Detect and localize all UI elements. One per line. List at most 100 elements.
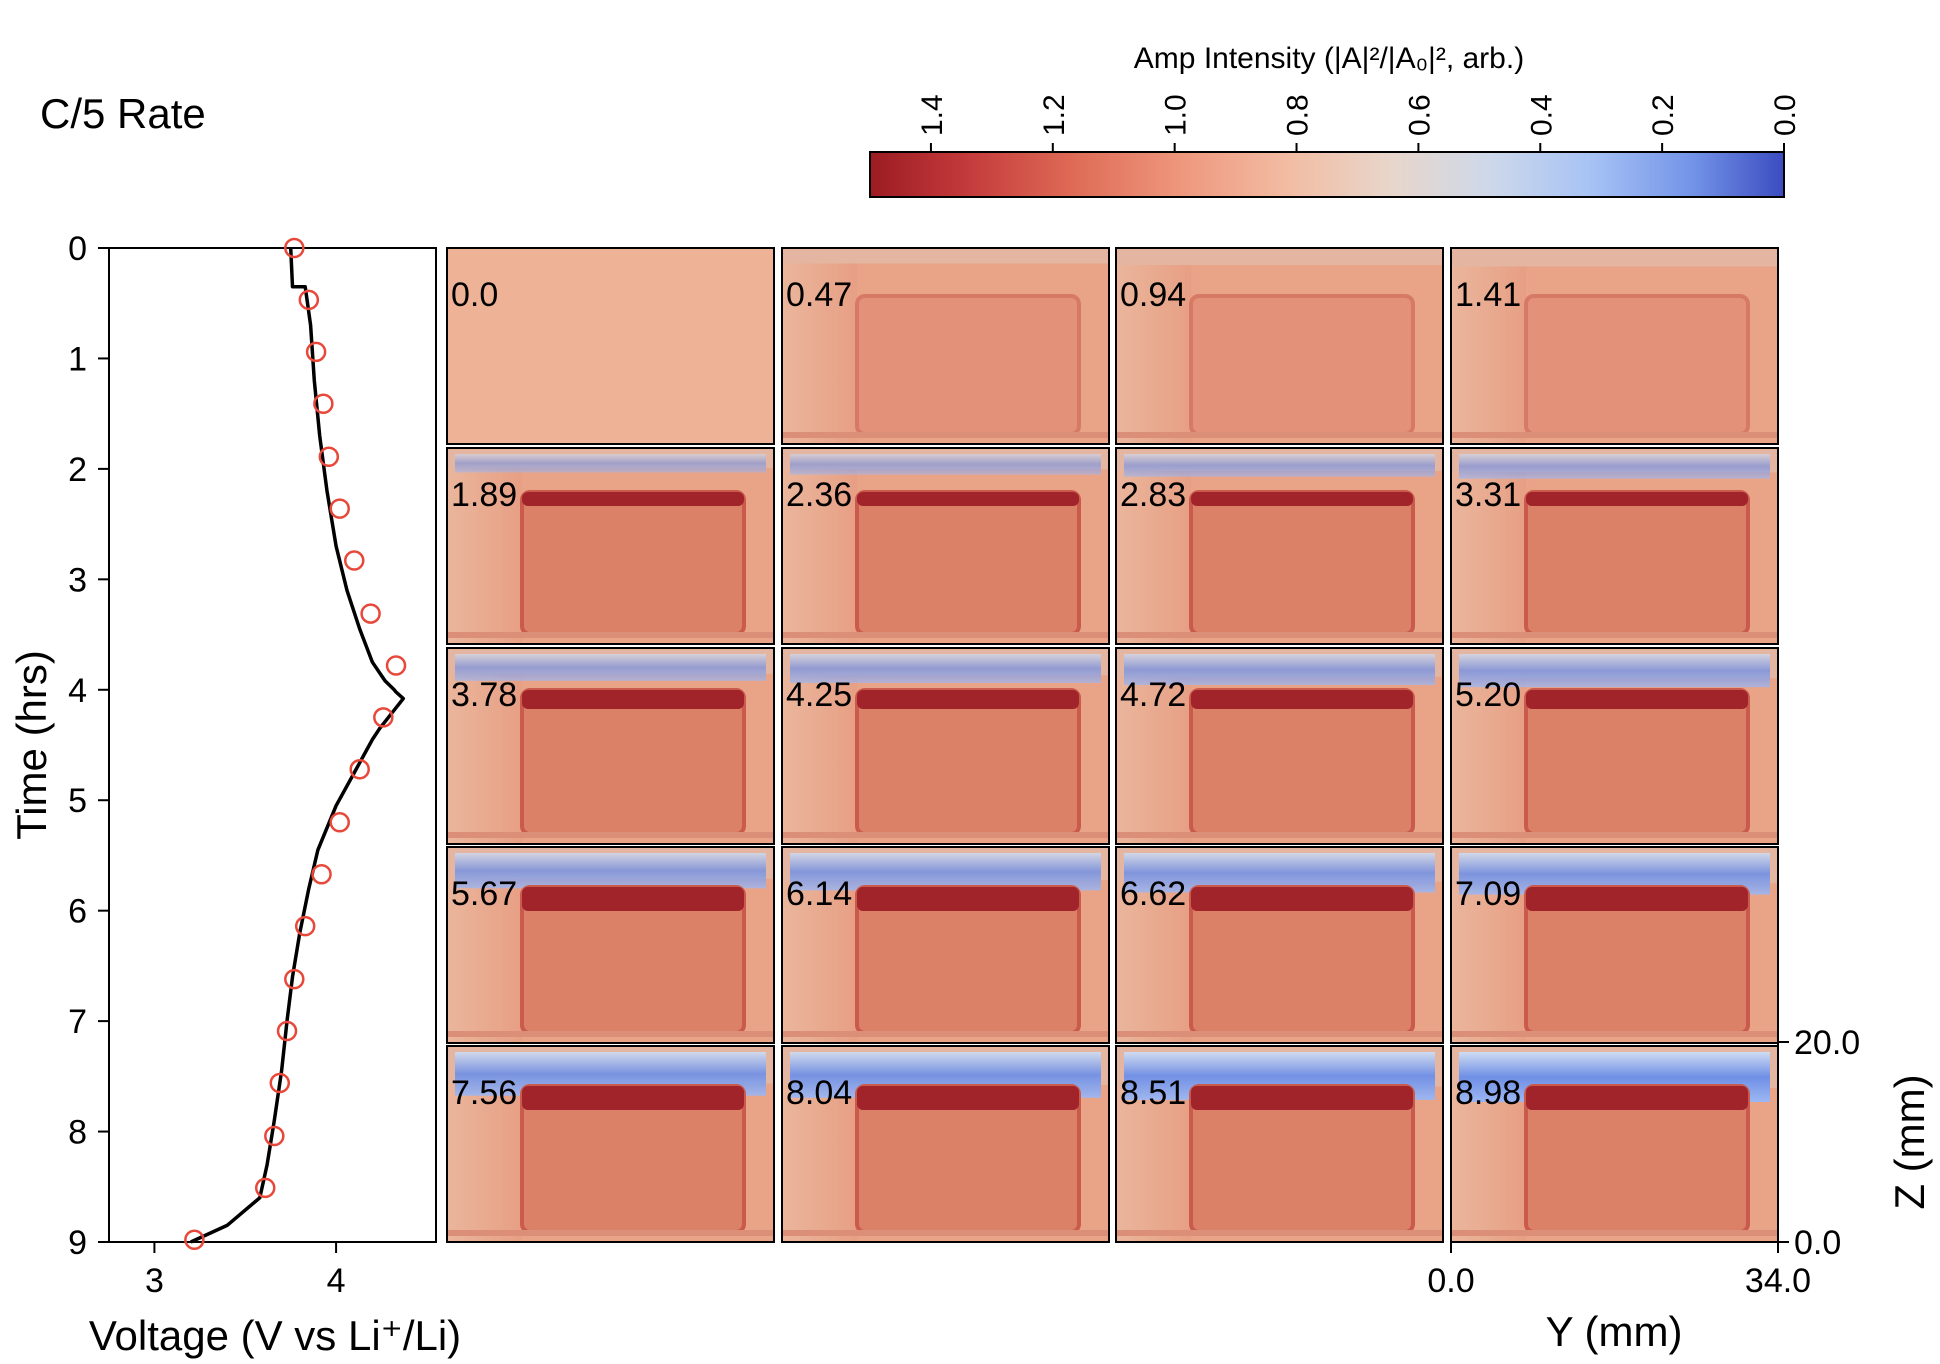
snapshot-marker [294,915,316,937]
map-time-label: 4.25 [786,676,852,714]
map-depleted-band [455,454,766,473]
map-bottom-edge [1116,1230,1443,1236]
map-frame [781,247,1110,445]
map-bottom-edge [1451,1230,1778,1236]
colorbar-tick-label: 0.2 [1647,94,1680,136]
amplitude-maps-grid: 0.0 0.47 0.94 1.41 1.89 2.36 2.83 3.31 3.78 4.25 4… [446,247,1779,1243]
amplitude-map-panel: 5.67 [446,846,775,1044]
map-depleted-band [1459,654,1770,688]
voltage-x-tick-label: 4 [327,1262,346,1300]
map-frame [1115,447,1444,645]
voltage-axes-frame [108,247,437,1243]
map-time-label: 6.14 [786,875,852,913]
map-frame [1450,247,1779,445]
map-frame [781,447,1110,645]
map-electrode-block [1524,490,1750,636]
map-lithiated-front [1191,1086,1413,1110]
map-frame [781,1045,1110,1243]
map-time-label: 0.0 [451,276,498,314]
map-bottom-edge [447,1031,774,1037]
amplitude-map-panel: 3.31 [1450,447,1779,645]
voltage-x-tick-label: 3 [145,1262,164,1300]
snapshot-marker [305,341,327,363]
map-frame [446,647,775,845]
amplitude-map-panel: 1.89 [446,447,775,645]
map-lithiated-front [857,1086,1079,1110]
map-time-label: 7.56 [451,1074,517,1112]
voltage-x-label: Voltage (V vs Li⁺/Li) [89,1312,461,1359]
voltage-y-tick-label: 7 [68,1003,87,1041]
figure-title: C/5 Rate [40,90,206,137]
map-frame [1450,846,1779,1044]
voltage-y-tick-label: 1 [68,340,87,378]
map-depleted-band [455,654,766,681]
map-lithiated-front [1191,492,1413,506]
maps-x-label: Y (mm) [1546,1308,1683,1355]
map-electrode-block [1189,294,1415,436]
snapshot-marker [313,393,334,414]
map-left-region [447,448,522,644]
map-time-label: 8.98 [1455,1074,1521,1112]
map-bottom-edge [1116,432,1443,438]
snapshot-marker [360,603,381,624]
snapshot-marker [264,1125,285,1147]
map-bottom-edge [782,1230,1109,1236]
colorbar-tick-label: 1.2 [1038,94,1071,136]
map-lithiated-front [1191,690,1413,709]
amplitude-map-panel: 5.20 [1450,647,1779,845]
map-lithiated-front [522,492,744,506]
map-frame [1115,647,1444,845]
maps-x-tick-label: 34.0 [1745,1262,1811,1300]
colorbar-tick-label: 1.0 [1160,94,1193,136]
snapshot-marker [284,237,305,259]
map-time-label: 7.09 [1455,875,1521,913]
map-bottom-edge [782,1031,1109,1037]
map-time-label: 4.72 [1120,676,1186,714]
amplitude-map-panel: 8.04 [781,1045,1110,1243]
map-lithiated-front [857,887,1079,911]
map-left-region [782,248,857,444]
snapshot-marker [269,1072,291,1094]
colorbar-ticks: 1.4 1.2 1.0 0.8 0.6 0.4 0.2 0.0 [916,94,1802,152]
snapshot-marker [311,863,332,885]
voltage-y-tick-label: 3 [68,561,87,599]
amplitude-map-panel: 0.94 [1115,247,1444,445]
map-depleted-band [790,454,1101,475]
snapshot-marker [276,1020,298,1042]
map-electrode-block [520,490,746,636]
map-lithiated-front [1526,887,1748,911]
map-time-label: 0.94 [1120,276,1186,314]
snapshot-marker [254,1177,276,1199]
maps-y-tick-label: 20.0 [1794,1024,1860,1062]
voltage-y-label: Time (hrs) [8,650,55,840]
map-lithiated-front [1191,887,1413,911]
map-frame [446,1045,775,1243]
map-bottom-edge [1451,432,1778,438]
voltage-y-tick-label: 8 [68,1114,87,1152]
colorbar-tick-label: 1.4 [916,94,949,136]
snapshot-marker [344,550,365,571]
map-lithiated-front [522,887,744,911]
map-electrode-block [855,294,1081,436]
map-top-strip [782,248,1109,264]
map-frame [781,647,1110,845]
voltage-ticks: 0 1 2 3 4 5 6 7 8 9 3 4 [68,230,345,1300]
map-left-region [1116,448,1191,644]
map-electrode-block [1189,688,1415,836]
map-bottom-edge [1116,832,1443,838]
amplitude-map-panel: 6.14 [781,846,1110,1044]
amplitude-map-panel: 4.25 [781,647,1110,845]
map-electrode-block [1524,294,1750,436]
map-time-label: 3.31 [1455,476,1521,514]
map-depleted-band [790,654,1101,683]
voltage-series [184,237,407,1251]
voltage-y-tick-label: 5 [68,782,87,820]
map-bottom-edge [447,1230,774,1236]
snapshot-marker [385,655,407,676]
snapshot-marker [329,498,350,519]
amplitude-map-panel: 7.09 [1450,846,1779,1044]
voltage-y-tick-label: 6 [68,893,87,931]
snapshot-marker [318,446,340,467]
map-lithiated-front [522,1086,744,1110]
